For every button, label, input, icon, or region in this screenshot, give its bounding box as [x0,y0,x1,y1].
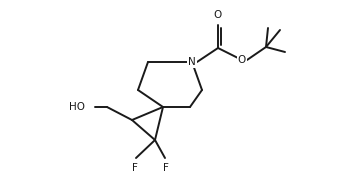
Text: O: O [214,10,222,20]
Text: F: F [163,163,169,173]
Text: N: N [188,57,196,67]
Text: HO: HO [69,102,85,112]
Text: O: O [238,55,246,65]
Text: F: F [132,163,138,173]
